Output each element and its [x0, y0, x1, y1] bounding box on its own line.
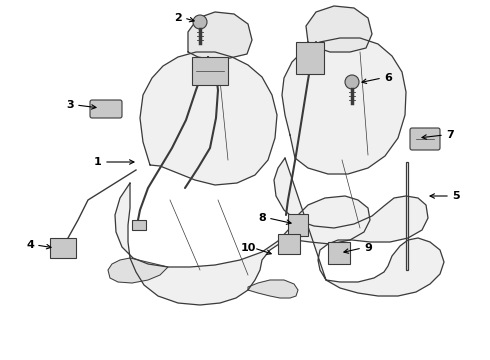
FancyBboxPatch shape: [90, 100, 122, 118]
Polygon shape: [248, 280, 298, 298]
Polygon shape: [274, 158, 444, 296]
Bar: [296, 42, 324, 74]
Polygon shape: [282, 38, 406, 174]
Polygon shape: [115, 183, 370, 305]
Text: 9: 9: [364, 243, 372, 253]
Polygon shape: [140, 52, 277, 185]
Text: 1: 1: [94, 157, 102, 167]
Text: 10: 10: [240, 243, 256, 253]
Bar: [406, 162, 408, 270]
Bar: [192, 57, 228, 85]
Text: 7: 7: [446, 130, 454, 140]
Bar: [328, 242, 350, 264]
Bar: [288, 214, 308, 236]
Text: 5: 5: [452, 191, 460, 201]
Circle shape: [193, 15, 207, 29]
Bar: [278, 234, 300, 254]
Bar: [132, 220, 146, 230]
Text: 6: 6: [384, 73, 392, 83]
Text: 8: 8: [258, 213, 266, 223]
Bar: [50, 238, 76, 258]
Polygon shape: [306, 6, 372, 52]
Circle shape: [345, 75, 359, 89]
Polygon shape: [188, 12, 252, 60]
Text: 4: 4: [26, 240, 34, 250]
Text: 2: 2: [174, 13, 182, 23]
Polygon shape: [108, 258, 168, 283]
Text: 3: 3: [66, 100, 74, 110]
FancyBboxPatch shape: [410, 128, 440, 150]
